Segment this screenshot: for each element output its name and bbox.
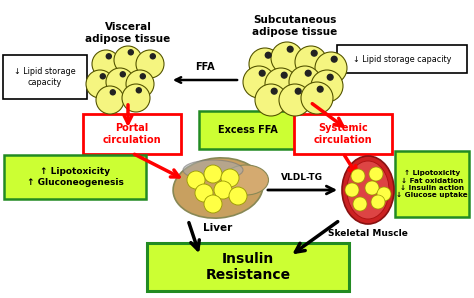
Circle shape [295, 88, 301, 94]
FancyBboxPatch shape [147, 243, 349, 291]
Ellipse shape [183, 160, 243, 180]
Circle shape [195, 184, 213, 202]
Circle shape [271, 88, 277, 94]
Text: Liver: Liver [203, 223, 233, 233]
Circle shape [126, 70, 154, 98]
Circle shape [265, 52, 271, 58]
Circle shape [377, 187, 391, 201]
Text: ↑ Lipotoxicity
↓ Fat oxidation
↓ Insulin action
↓ Glucose uptake: ↑ Lipotoxicity ↓ Fat oxidation ↓ Insulin… [396, 170, 468, 198]
Circle shape [365, 181, 379, 195]
Circle shape [249, 48, 281, 80]
Circle shape [221, 169, 239, 187]
Text: VLDL-TG: VLDL-TG [281, 173, 323, 182]
Text: FFA: FFA [195, 62, 215, 72]
Circle shape [345, 183, 359, 197]
Circle shape [311, 70, 343, 102]
Circle shape [122, 84, 150, 112]
Circle shape [311, 50, 317, 56]
Circle shape [86, 70, 114, 98]
Circle shape [128, 50, 133, 55]
Circle shape [114, 46, 142, 74]
Text: Excess FFA: Excess FFA [218, 125, 278, 135]
Circle shape [369, 167, 383, 181]
Circle shape [106, 54, 111, 59]
Ellipse shape [347, 161, 389, 219]
Circle shape [317, 86, 323, 92]
Text: Skeletal Muscle: Skeletal Muscle [328, 229, 408, 238]
FancyBboxPatch shape [3, 55, 87, 99]
Ellipse shape [173, 158, 263, 218]
Circle shape [110, 90, 115, 95]
Circle shape [214, 181, 232, 199]
Circle shape [120, 72, 125, 77]
Circle shape [106, 68, 134, 96]
Circle shape [287, 46, 293, 52]
FancyBboxPatch shape [199, 111, 296, 149]
FancyBboxPatch shape [83, 114, 181, 154]
Circle shape [96, 86, 124, 114]
Circle shape [255, 84, 287, 116]
Text: Systemic
circulation: Systemic circulation [314, 123, 372, 145]
Circle shape [229, 187, 247, 205]
Text: Portal
circulation: Portal circulation [103, 123, 161, 145]
Circle shape [137, 88, 141, 93]
Circle shape [204, 195, 222, 213]
Circle shape [265, 68, 297, 100]
Circle shape [301, 82, 333, 114]
Circle shape [92, 50, 120, 78]
Circle shape [289, 66, 321, 98]
Circle shape [150, 54, 155, 59]
FancyBboxPatch shape [337, 45, 467, 73]
Circle shape [187, 171, 205, 189]
FancyBboxPatch shape [395, 151, 469, 217]
Text: Insulin
Resistance: Insulin Resistance [205, 252, 291, 282]
Ellipse shape [224, 165, 268, 195]
FancyBboxPatch shape [4, 155, 146, 199]
Circle shape [328, 74, 333, 80]
Text: ↓ Lipid storage capacity: ↓ Lipid storage capacity [353, 55, 451, 63]
Circle shape [259, 70, 265, 76]
FancyBboxPatch shape [294, 114, 392, 154]
Circle shape [243, 66, 275, 98]
Text: ↑ Lipotoxicity
↑ Gluconeogenesis: ↑ Lipotoxicity ↑ Gluconeogenesis [27, 167, 123, 187]
Circle shape [351, 169, 365, 183]
Circle shape [305, 70, 311, 76]
Circle shape [100, 74, 105, 79]
Circle shape [282, 72, 287, 78]
Circle shape [204, 165, 222, 183]
Circle shape [271, 42, 303, 74]
Circle shape [315, 52, 347, 84]
Circle shape [295, 46, 327, 78]
Circle shape [279, 84, 311, 116]
Circle shape [136, 50, 164, 78]
Text: Visceral
adipose tissue: Visceral adipose tissue [85, 22, 171, 44]
Circle shape [331, 56, 337, 62]
Text: ↓ Lipid storage
capacity: ↓ Lipid storage capacity [14, 67, 76, 87]
Circle shape [140, 74, 146, 79]
Text: Subcutaneous
adipose tissue: Subcutaneous adipose tissue [252, 15, 337, 37]
Circle shape [353, 197, 367, 211]
Ellipse shape [342, 156, 394, 224]
Circle shape [371, 195, 385, 209]
